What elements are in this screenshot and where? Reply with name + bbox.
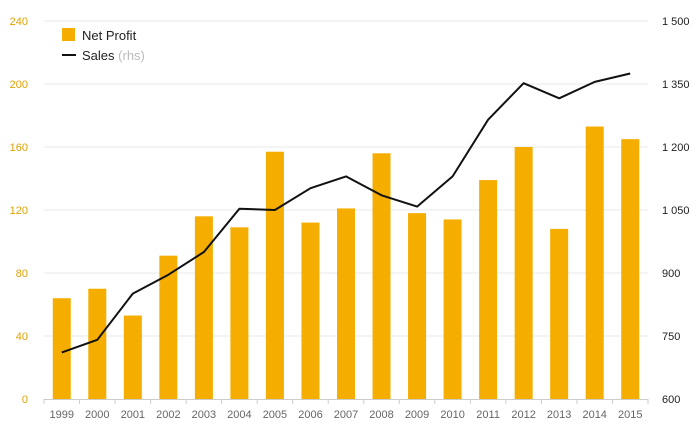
x-tick-label: 2006 [298, 409, 322, 421]
y-left-tick-label: 0 [22, 394, 28, 406]
y-right-tick-label: 900 [662, 268, 680, 280]
y-right-tick-label: 1 500 [662, 16, 690, 28]
bar-2001 [123, 315, 142, 399]
x-tick-label: 2010 [440, 409, 464, 421]
x-tick-label: 2015 [618, 409, 642, 421]
x-tick-label: 2012 [511, 409, 535, 421]
x-tick-label: 1999 [50, 409, 74, 421]
bar-2003 [194, 216, 213, 399]
bar-1999 [52, 298, 71, 399]
bar-2011 [479, 180, 498, 399]
bar-series-net-profit [52, 126, 640, 400]
legend-label-sales-suffix: (rhs) [118, 48, 145, 63]
y-right-tick-label: 1 050 [662, 205, 690, 217]
bar-2007 [337, 208, 355, 399]
bar-2004 [230, 227, 249, 399]
y-left-tick-label: 80 [16, 268, 28, 280]
x-tick-label: 2002 [156, 409, 180, 421]
legend-label-sales: Sales [82, 48, 115, 63]
x-tick-label: 2003 [192, 409, 216, 421]
x-tick-label: 2005 [263, 409, 287, 421]
y-right-tick-label: 1 200 [662, 142, 690, 154]
x-tick-label: 2004 [227, 409, 251, 421]
x-tick-label: 2000 [85, 409, 109, 421]
y-right-tick-label: 1 350 [662, 79, 690, 91]
x-tick-label: 2013 [547, 409, 571, 421]
bar-2002 [159, 255, 178, 399]
x-tick-label: 2001 [121, 409, 145, 421]
x-tick-label: 2011 [476, 409, 500, 421]
bar-2015 [621, 139, 640, 399]
x-tick-label: 2014 [582, 409, 606, 421]
bar-2006 [301, 222, 320, 399]
y-right-tick-label: 750 [662, 331, 680, 343]
legend-swatch-net-profit [62, 28, 75, 41]
y-right-tick-label: 600 [662, 394, 680, 406]
line-series-sales [61, 72, 631, 354]
y-axis-right: 600 750 900 1 050 1 200 1 350 1 500 [662, 16, 690, 406]
bar-2010 [443, 219, 462, 399]
bar-2009 [408, 213, 427, 399]
y-axis-left: 0 40 80 120 160 200 240 [10, 16, 28, 406]
y-left-tick-label: 200 [10, 79, 28, 91]
bar-2012 [514, 147, 533, 399]
y-left-tick-label: 40 [16, 331, 28, 343]
y-left-tick-label: 160 [10, 142, 28, 154]
bar-2008 [372, 153, 391, 399]
legend-label-net-profit: Net Profit [82, 28, 137, 43]
x-tick-label: 2007 [334, 409, 358, 421]
legend: Net Profit Sales (rhs) [62, 28, 145, 63]
x-tick-label: 2009 [405, 409, 429, 421]
x-axis: 1999 2000 2001 2002 2003 2004 2005 2006 2007 2008… [43, 399, 649, 421]
bar-2005 [265, 151, 284, 399]
y-left-tick-label: 120 [10, 205, 28, 217]
y-left-tick-label: 240 [10, 16, 28, 28]
svg-text:Sales (rhs): Sales (rhs) [82, 48, 145, 63]
x-tick-label: 2008 [369, 409, 393, 421]
bar-2014 [585, 126, 604, 400]
bar-2000 [88, 288, 107, 399]
bar-2013 [550, 228, 569, 399]
